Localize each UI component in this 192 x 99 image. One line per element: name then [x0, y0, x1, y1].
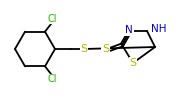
Text: S: S	[80, 44, 88, 54]
Text: Cl: Cl	[47, 74, 57, 84]
Text: S: S	[129, 58, 137, 68]
Text: Cl: Cl	[47, 14, 57, 24]
Text: NH: NH	[151, 24, 166, 34]
Text: N: N	[125, 25, 133, 35]
Text: S: S	[102, 44, 109, 54]
